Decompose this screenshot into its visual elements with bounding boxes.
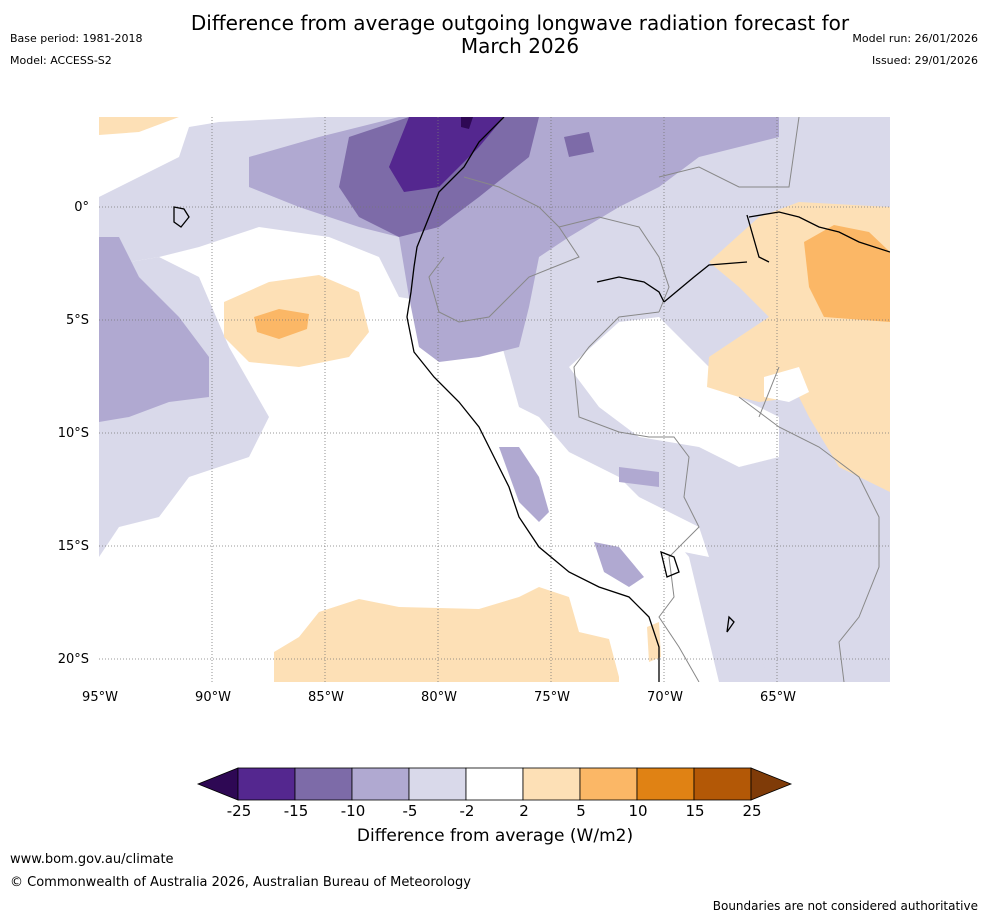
legend-swatch-8 [636, 767, 695, 801]
anomaly-region-light-orange-s [274, 587, 619, 682]
legend-swatch-1 [237, 767, 296, 801]
legend-tick-5: 5 [576, 802, 586, 820]
base-period: Base period: 1981-2018 [10, 32, 143, 45]
legend-tick-neg2: -2 [459, 802, 475, 820]
footer-url: www.bom.gov.au/climate [10, 852, 174, 867]
anomaly-region-light-purple-se [669, 477, 890, 682]
lon-label-75w: 75°W [534, 690, 570, 705]
legend-tick-15: 15 [685, 802, 705, 820]
map-title: Difference from average outgoing longwav… [150, 12, 890, 58]
lat-label-15s: 15°S [57, 539, 89, 554]
legend-swatch-5 [465, 767, 524, 801]
legend-extend-high [750, 767, 793, 801]
country-borders [428, 117, 880, 682]
anomaly-region-medium-purple-s1 [499, 447, 549, 522]
legend-tick-neg5: -5 [402, 802, 418, 820]
lon-label-90w: 90°W [195, 690, 231, 705]
lon-label-70w: 70°W [647, 690, 683, 705]
neutral-gap-central [569, 317, 779, 467]
lon-label-95w: 95°W [82, 690, 118, 705]
title-line-2: March 2026 [460, 34, 580, 58]
anomaly-region-deep-purple [389, 117, 504, 192]
legend-swatch-7 [579, 767, 638, 801]
lat-label-5s: 5°S [65, 313, 89, 328]
neutral-gap-south [554, 477, 709, 557]
legend-extend-low [196, 767, 239, 801]
anomaly-region-dark-purple-small [564, 132, 594, 157]
anomaly-region-medium-orange-e [804, 225, 890, 322]
model-name: Model: ACCESS-S2 [10, 54, 112, 67]
anomaly-region-extreme-purple [461, 117, 473, 129]
run-info-left: Base period: 1981-2018 Model: ACCESS-S2 [10, 32, 142, 76]
issued-date: Issued: 29/01/2026 [871, 54, 978, 67]
legend-tick-10: 10 [628, 802, 648, 820]
coastline [173, 117, 890, 682]
legend-tick-25: 25 [742, 802, 762, 820]
map-canvas [99, 117, 890, 682]
lat-label-10s: 10°S [57, 426, 89, 441]
lon-label-65w: 65°W [760, 690, 796, 705]
run-info-right: Model run: 26/01/2026 Issued: 29/01/2026 [852, 32, 978, 76]
anomaly-region-light-orange-nw [99, 117, 179, 135]
anomaly-region-medium-purple-s2 [594, 542, 644, 587]
lat-label-0: 0° [74, 200, 89, 215]
anomaly-region-light-orange-coast [647, 622, 661, 662]
footer-copyright: © Commonwealth of Australia 2026, Austra… [10, 875, 471, 890]
legend-tick-neg25: -25 [226, 802, 252, 820]
footer-disclaimer: Boundaries are not considered authoritat… [712, 899, 978, 913]
lon-label-85w: 85°W [308, 690, 344, 705]
legend-swatch-9 [693, 767, 752, 801]
forecast-map: 0° 5°S 10°S 15°S 20°S [58, 117, 890, 682]
legend-swatch-2 [294, 767, 353, 801]
lon-label-80w: 80°W [421, 690, 457, 705]
map-gridlines [99, 117, 890, 682]
legend-swatch-6 [522, 767, 581, 801]
legend-colorbar [196, 767, 793, 801]
legend-tick-2: 2 [519, 802, 529, 820]
title-line-1: Difference from average outgoing longwav… [190, 11, 850, 35]
legend-swatch-3 [351, 767, 410, 801]
legend-tick-neg10: -10 [340, 802, 366, 820]
anomaly-region-medium-purple-w [99, 237, 209, 422]
legend-swatch-4 [408, 767, 467, 801]
legend-title: Difference from average (W/m2) [356, 826, 634, 846]
lat-label-20s: 20°S [57, 652, 89, 667]
anomaly-region-medium-purple-s3 [619, 467, 659, 487]
legend-tick-neg15: -15 [283, 802, 309, 820]
anomaly-region-medium-orange-w [254, 309, 309, 339]
model-run-date: Model run: 26/01/2026 [852, 32, 978, 45]
